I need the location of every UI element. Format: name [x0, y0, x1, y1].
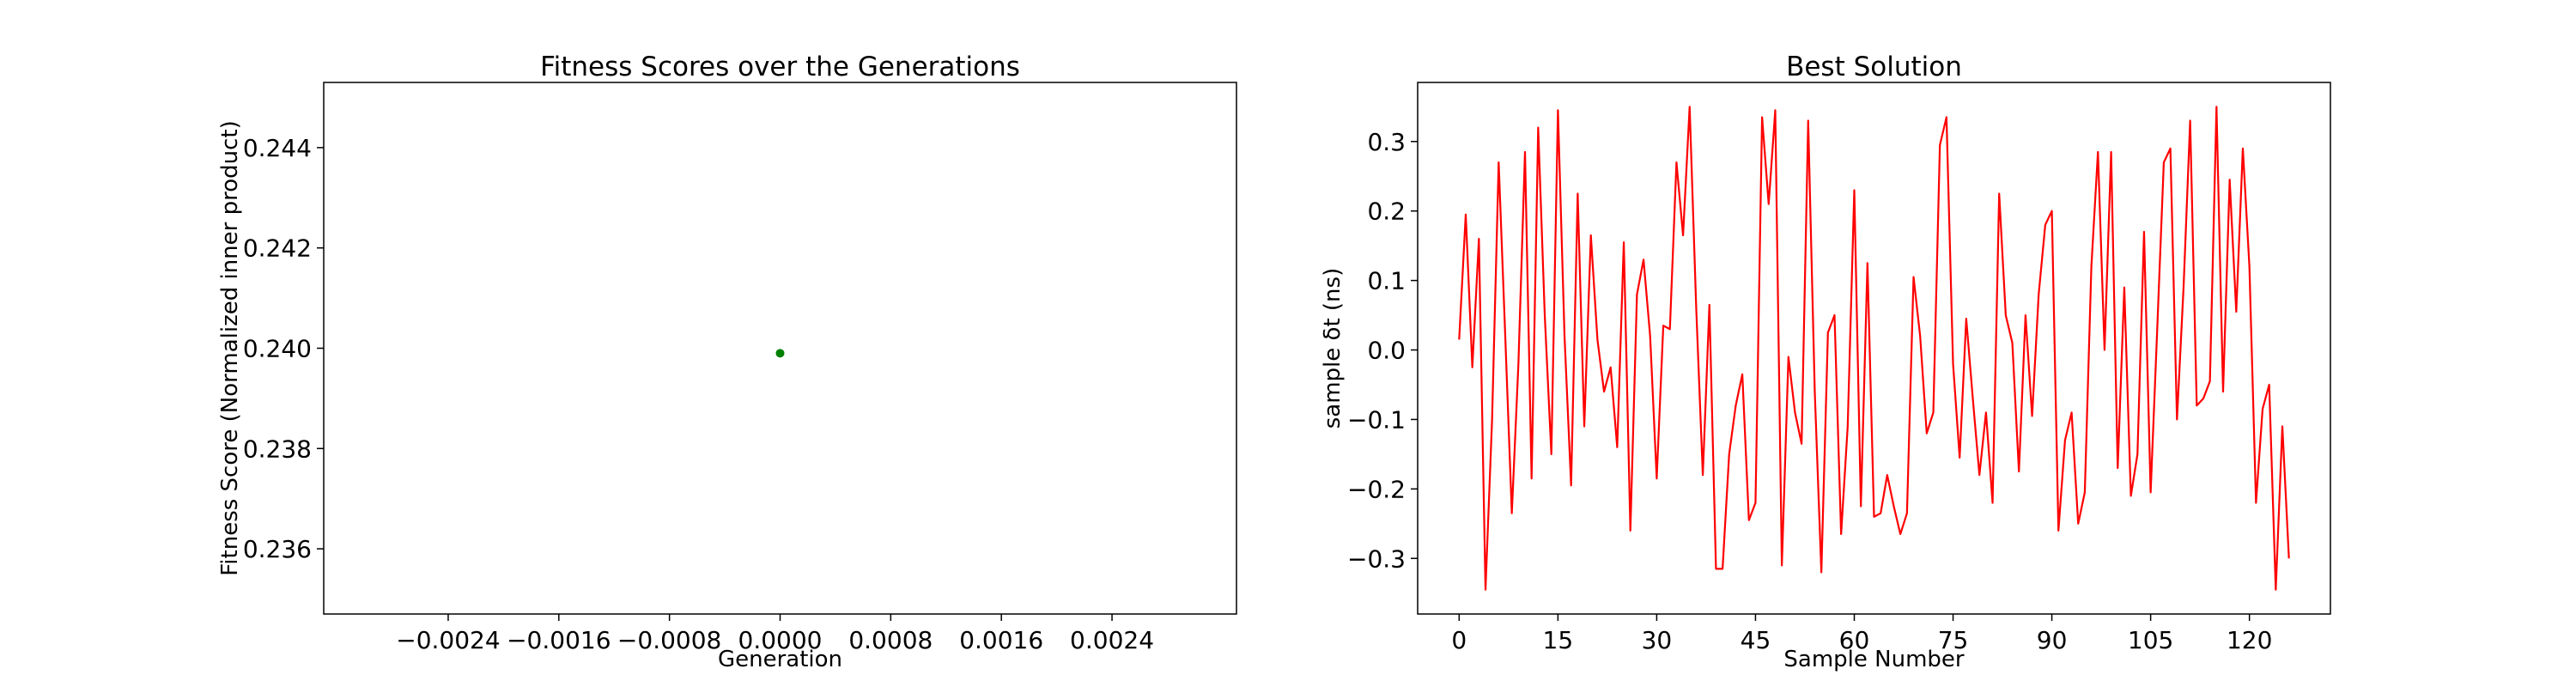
- best-solution-x-tick-label: 60: [1839, 626, 1870, 654]
- best-solution-x-tick-label: 0: [1451, 626, 1467, 654]
- fitness-series: [775, 349, 785, 358]
- best-solution-x-tick-label: 45: [1741, 626, 1771, 654]
- fitness-y-tick-label: 0.236: [243, 535, 312, 563]
- best-solution-y-tick-label: 0.2: [1367, 198, 1406, 226]
- best-solution-y-ticks: −0.3 −0.2 −0.1 0.0 0.1 0.2 0.3: [1347, 128, 1418, 573]
- fitness-x-ticks: −0.0024 −0.0016 −0.0008 0.0000 0.0008 0.0016 0…: [396, 614, 1154, 654]
- best-solution-chart: Best Solution Sample Number sample δt (n…: [1320, 52, 2331, 672]
- fitness-x-tick-label: 0.0000: [738, 626, 823, 654]
- best-solution-series-line: [1458, 106, 2290, 591]
- fitness-x-tick-label: 0.0016: [959, 626, 1043, 654]
- fitness-y-tick-label: 0.240: [243, 335, 312, 363]
- best-solution-x-axis-label: Sample Number: [1783, 647, 1965, 672]
- best-solution-plot-frame: [1417, 82, 2331, 615]
- fitness-y-ticks: 0.236 0.238 0.240 0.242 0.244: [243, 134, 324, 563]
- best-solution-y-tick-label: 0.0: [1367, 337, 1406, 365]
- best-solution-y-tick-label: −0.2: [1347, 475, 1406, 503]
- best-solution-x-tick-label: 90: [2037, 626, 2068, 654]
- best-solution-y-tick-label: −0.3: [1347, 544, 1406, 573]
- fitness-plot-frame: [323, 82, 1237, 615]
- best-solution-x-tick-label: 15: [1543, 626, 1574, 654]
- fitness-x-tick-label: −0.0016: [507, 626, 611, 654]
- fitness-x-tick-label: 0.0024: [1070, 626, 1154, 654]
- fitness-data-point: [775, 349, 785, 358]
- best-solution-x-ticks: 0 15 30 45 60 75 90 105 120: [1451, 614, 2272, 654]
- fitness-x-tick-label: −0.0008: [617, 626, 721, 654]
- fitness-y-tick-label: 0.244: [243, 134, 312, 162]
- fitness-chart-title: Fitness Scores over the Generations: [540, 52, 1020, 82]
- best-solution-y-tick-label: −0.1: [1347, 405, 1406, 434]
- best-solution-x-tick-label: 105: [2128, 626, 2173, 654]
- best-solution-y-tick-label: 0.3: [1367, 128, 1406, 156]
- fitness-x-tick-label: −0.0024: [396, 626, 500, 654]
- best-solution-x-tick-label: 30: [1642, 626, 1673, 654]
- best-solution-x-tick-label: 75: [1938, 626, 1969, 654]
- best-solution-x-tick-label: 120: [2227, 626, 2272, 654]
- best-solution-chart-title: Best Solution: [1786, 52, 1962, 82]
- fitness-y-tick-label: 0.242: [243, 234, 312, 263]
- best-solution-y-tick-label: 0.1: [1367, 267, 1406, 295]
- best-solution-series: [1458, 106, 2290, 591]
- fitness-x-tick-label: 0.0008: [848, 626, 933, 654]
- fitness-y-axis-label: Fitness Score (Normalized inner product): [217, 120, 243, 576]
- fitness-chart: Fitness Scores over the Generations Gene…: [217, 52, 1237, 672]
- best-solution-y-axis-label: sample δt (ns): [1320, 268, 1346, 429]
- fitness-x-axis-label: Generation: [718, 647, 842, 672]
- fitness-y-tick-label: 0.238: [243, 435, 312, 463]
